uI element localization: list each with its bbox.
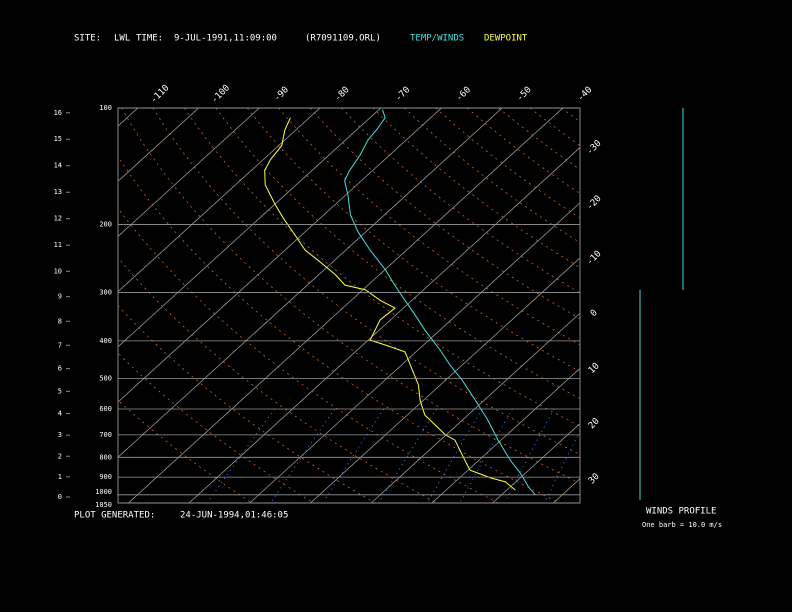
pressure-label: 300: [99, 289, 112, 297]
site-label: SITE:: [74, 34, 101, 44]
dry-adiabat: [118, 155, 560, 503]
dry-adiabat: [309, 108, 580, 320]
altitude-label: 16: [54, 109, 62, 117]
isotherm: [431, 367, 580, 503]
altitude-label: 4: [58, 410, 62, 418]
pressure-label: 500: [99, 374, 112, 382]
mixing-ratio-line: [323, 408, 385, 502]
altitude-label: 0: [58, 493, 62, 501]
mixing-ratio-line: [427, 408, 483, 502]
isotherm: [128, 108, 564, 503]
pressure-label: 900: [99, 473, 112, 481]
altitude-label: 8: [58, 317, 62, 325]
altitude-label: 13: [54, 188, 62, 196]
pressure-label: 1000: [95, 488, 112, 496]
pressure-label: 1050: [95, 501, 112, 509]
profile-line: [264, 117, 516, 491]
altitude-label: 6: [58, 365, 62, 373]
altitude-label: 11: [54, 241, 62, 249]
altitude-label: 12: [54, 215, 62, 223]
winds-note: One barb = 10.0 m/s: [642, 521, 722, 529]
altitude-label: 1: [58, 473, 62, 481]
legend-entry: DEWPOINT: [484, 34, 528, 44]
altitude-label: 15: [54, 135, 62, 143]
generated-label: PLOT GENERATED:: [74, 511, 155, 521]
altitude-label: 9: [58, 293, 62, 301]
site: LWL: [114, 34, 130, 44]
pressure-label: 700: [99, 431, 112, 439]
pressure-label: 800: [99, 453, 112, 461]
generated: 24-JUN-1994,01:46:05: [180, 511, 288, 521]
altitude-label: 3: [58, 431, 62, 439]
winds-title: WINDS PROFILE: [646, 507, 716, 517]
dry-adiabat: [118, 207, 499, 503]
altitude-label: 5: [58, 387, 62, 395]
file: (R7091109.ORL): [305, 34, 381, 44]
isotherm: [188, 147, 580, 503]
isotherm: [249, 202, 580, 503]
isotherm: [310, 257, 580, 503]
altitude-label: 7: [58, 341, 62, 349]
pressure-label: 200: [99, 220, 112, 228]
isotherm: [118, 108, 442, 403]
altitude-label: 14: [54, 162, 62, 170]
time: 9-JUL-1991,11:09:00: [174, 34, 277, 44]
time-label: TIME:: [136, 34, 163, 44]
plot-area: [118, 108, 580, 503]
isotherm: [118, 108, 503, 458]
isotherm-label: 0: [589, 308, 600, 319]
pressure-label: 600: [99, 405, 112, 413]
isotherm: [370, 312, 580, 503]
mixing-ratio-line: [460, 408, 513, 502]
dry-adiabat: [121, 108, 580, 484]
legend-entry: TEMP/WINDS: [410, 34, 464, 44]
mixing-ratio-line: [504, 408, 555, 502]
pressure-label: 100: [99, 104, 112, 112]
altitude-label: 2: [58, 452, 62, 460]
pressure-label: 400: [99, 337, 112, 345]
altitude-label: 10: [54, 267, 62, 275]
